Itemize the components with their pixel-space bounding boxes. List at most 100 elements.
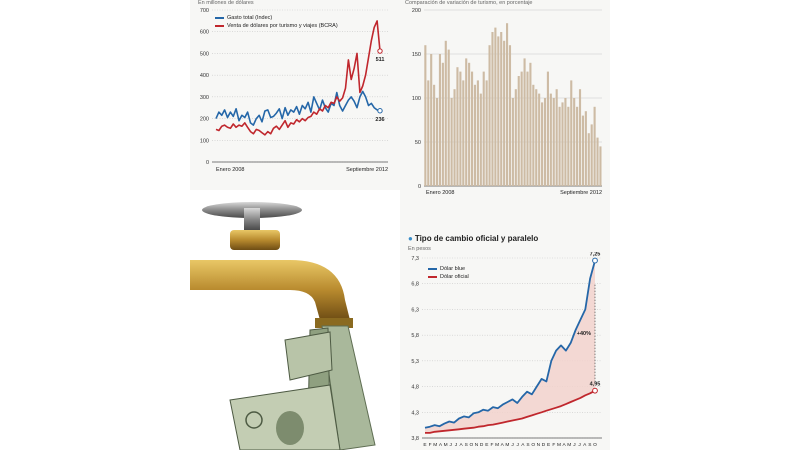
bar <box>441 62 444 186</box>
y-tick-label: 3,8 <box>411 436 419 442</box>
legend-swatch-red <box>428 275 437 278</box>
x-tick-label: F <box>491 442 494 448</box>
bar <box>435 98 439 186</box>
bar <box>488 45 491 187</box>
bar <box>479 93 482 186</box>
series-line-1 <box>425 389 596 434</box>
legend-label-blue: Gasto total (Indec) <box>227 15 273 21</box>
chart1-ylabel: En millones de dólares <box>198 0 254 6</box>
chart3-title-text: Tipo de cambio oficial y paralelo <box>414 234 539 243</box>
bar <box>456 67 459 186</box>
x-tick-label: F <box>429 442 432 448</box>
y-tick-label: 700 <box>200 8 209 14</box>
x-tick-label: S <box>588 442 591 448</box>
bar <box>526 71 529 186</box>
x-tick-label: E <box>485 442 488 448</box>
x-tick-label: A <box>459 442 463 448</box>
x-tick-label: J <box>511 442 514 448</box>
y-tick-label: 600 <box>200 30 209 36</box>
dollar-bill-3 <box>284 331 333 381</box>
title-bullet-icon: ● <box>408 234 413 243</box>
y-tick-label: 200 <box>412 8 421 14</box>
x-tick-label: A <box>501 442 505 448</box>
bar <box>576 106 579 186</box>
y-tick-label: 5,8 <box>411 333 419 339</box>
x-tick-label: A <box>583 442 587 448</box>
faucet-with-dollars-illustration <box>190 190 400 450</box>
end-value-label: 4,95 <box>590 382 601 388</box>
bar <box>500 32 503 186</box>
chart1-legend-red: Venta de dólares por turismo y viajes (B… <box>215 23 338 29</box>
x-tick-label: O <box>469 442 473 448</box>
bar <box>573 98 576 186</box>
y-tick-label: 150 <box>412 52 421 58</box>
bar <box>561 102 564 186</box>
x-tick-label: M <box>433 442 437 448</box>
x-tick-label: N <box>475 442 479 448</box>
bar <box>564 98 567 186</box>
bar <box>599 146 602 186</box>
end-value-label: 511 <box>376 57 385 63</box>
bar <box>497 36 500 187</box>
bar <box>587 133 590 186</box>
faucet-nozzle <box>315 318 353 328</box>
end-point-marker <box>377 48 383 54</box>
bar <box>596 137 599 186</box>
bar <box>476 80 479 186</box>
bar <box>491 32 494 186</box>
bar <box>546 71 549 186</box>
bar <box>541 102 544 186</box>
bar <box>485 80 488 186</box>
bar <box>567 106 570 186</box>
x-tick-label: M <box>505 442 509 448</box>
chart3-legend-red: Dólar oficial <box>428 274 469 280</box>
bar <box>424 45 427 187</box>
chart1-legend-blue: Gasto total (Indec) <box>215 15 272 21</box>
bar <box>514 89 517 186</box>
bar <box>570 80 573 186</box>
series-line-0 <box>215 90 381 126</box>
end-value-label: 7,25 <box>590 252 601 258</box>
bar <box>427 80 430 186</box>
bar <box>552 98 555 186</box>
y-tick-label: 400 <box>200 73 209 79</box>
bar <box>433 84 436 186</box>
bar <box>532 84 535 186</box>
bar <box>444 40 447 186</box>
chart2-svg: 0 50 100 150 200 Enero 2008 Septiembre 2012 <box>412 8 602 196</box>
x-tick-label: O <box>593 442 597 448</box>
x-tick-label: F <box>552 442 555 448</box>
bar <box>520 71 523 186</box>
legend-swatch-blue <box>215 16 224 19</box>
legend-label-blue: Dólar blue <box>440 266 466 272</box>
x-tick-label: A <box>562 442 566 448</box>
x-tick-label: Enero 2008 <box>426 190 454 196</box>
end-point-marker <box>377 108 383 114</box>
bar <box>535 89 538 186</box>
x-tick-label: J <box>455 442 458 448</box>
bar <box>555 89 558 186</box>
end-point-marker <box>592 257 598 264</box>
chart1-svg: 0 100 200 300 400 500 600 700 236 511 Enero 2008 Se… <box>200 8 388 173</box>
bar <box>511 98 514 186</box>
y-tick-label: 100 <box>412 96 421 102</box>
x-tick-label: Septiembre 2012 <box>346 167 388 173</box>
x-tick-label: O <box>531 442 535 448</box>
x-tick-label: D <box>480 442 484 448</box>
chart3-ylabel: En pesos <box>408 246 431 252</box>
bar <box>578 89 582 186</box>
bar <box>494 27 497 186</box>
y-tick-label: 300 <box>200 95 209 101</box>
series-line-0 <box>424 260 596 429</box>
bar <box>529 62 532 186</box>
y-tick-label: 100 <box>200 138 209 144</box>
x-tick-label: J <box>578 442 581 448</box>
x-tick-label: J <box>517 442 520 448</box>
legend-swatch-red <box>215 24 224 27</box>
gap-shaded-area <box>425 260 595 433</box>
bar <box>465 58 468 186</box>
bar <box>482 71 485 186</box>
x-tick-label: A <box>521 442 525 448</box>
end-value-label: 236 <box>375 117 384 123</box>
faucet-stem <box>244 208 260 230</box>
